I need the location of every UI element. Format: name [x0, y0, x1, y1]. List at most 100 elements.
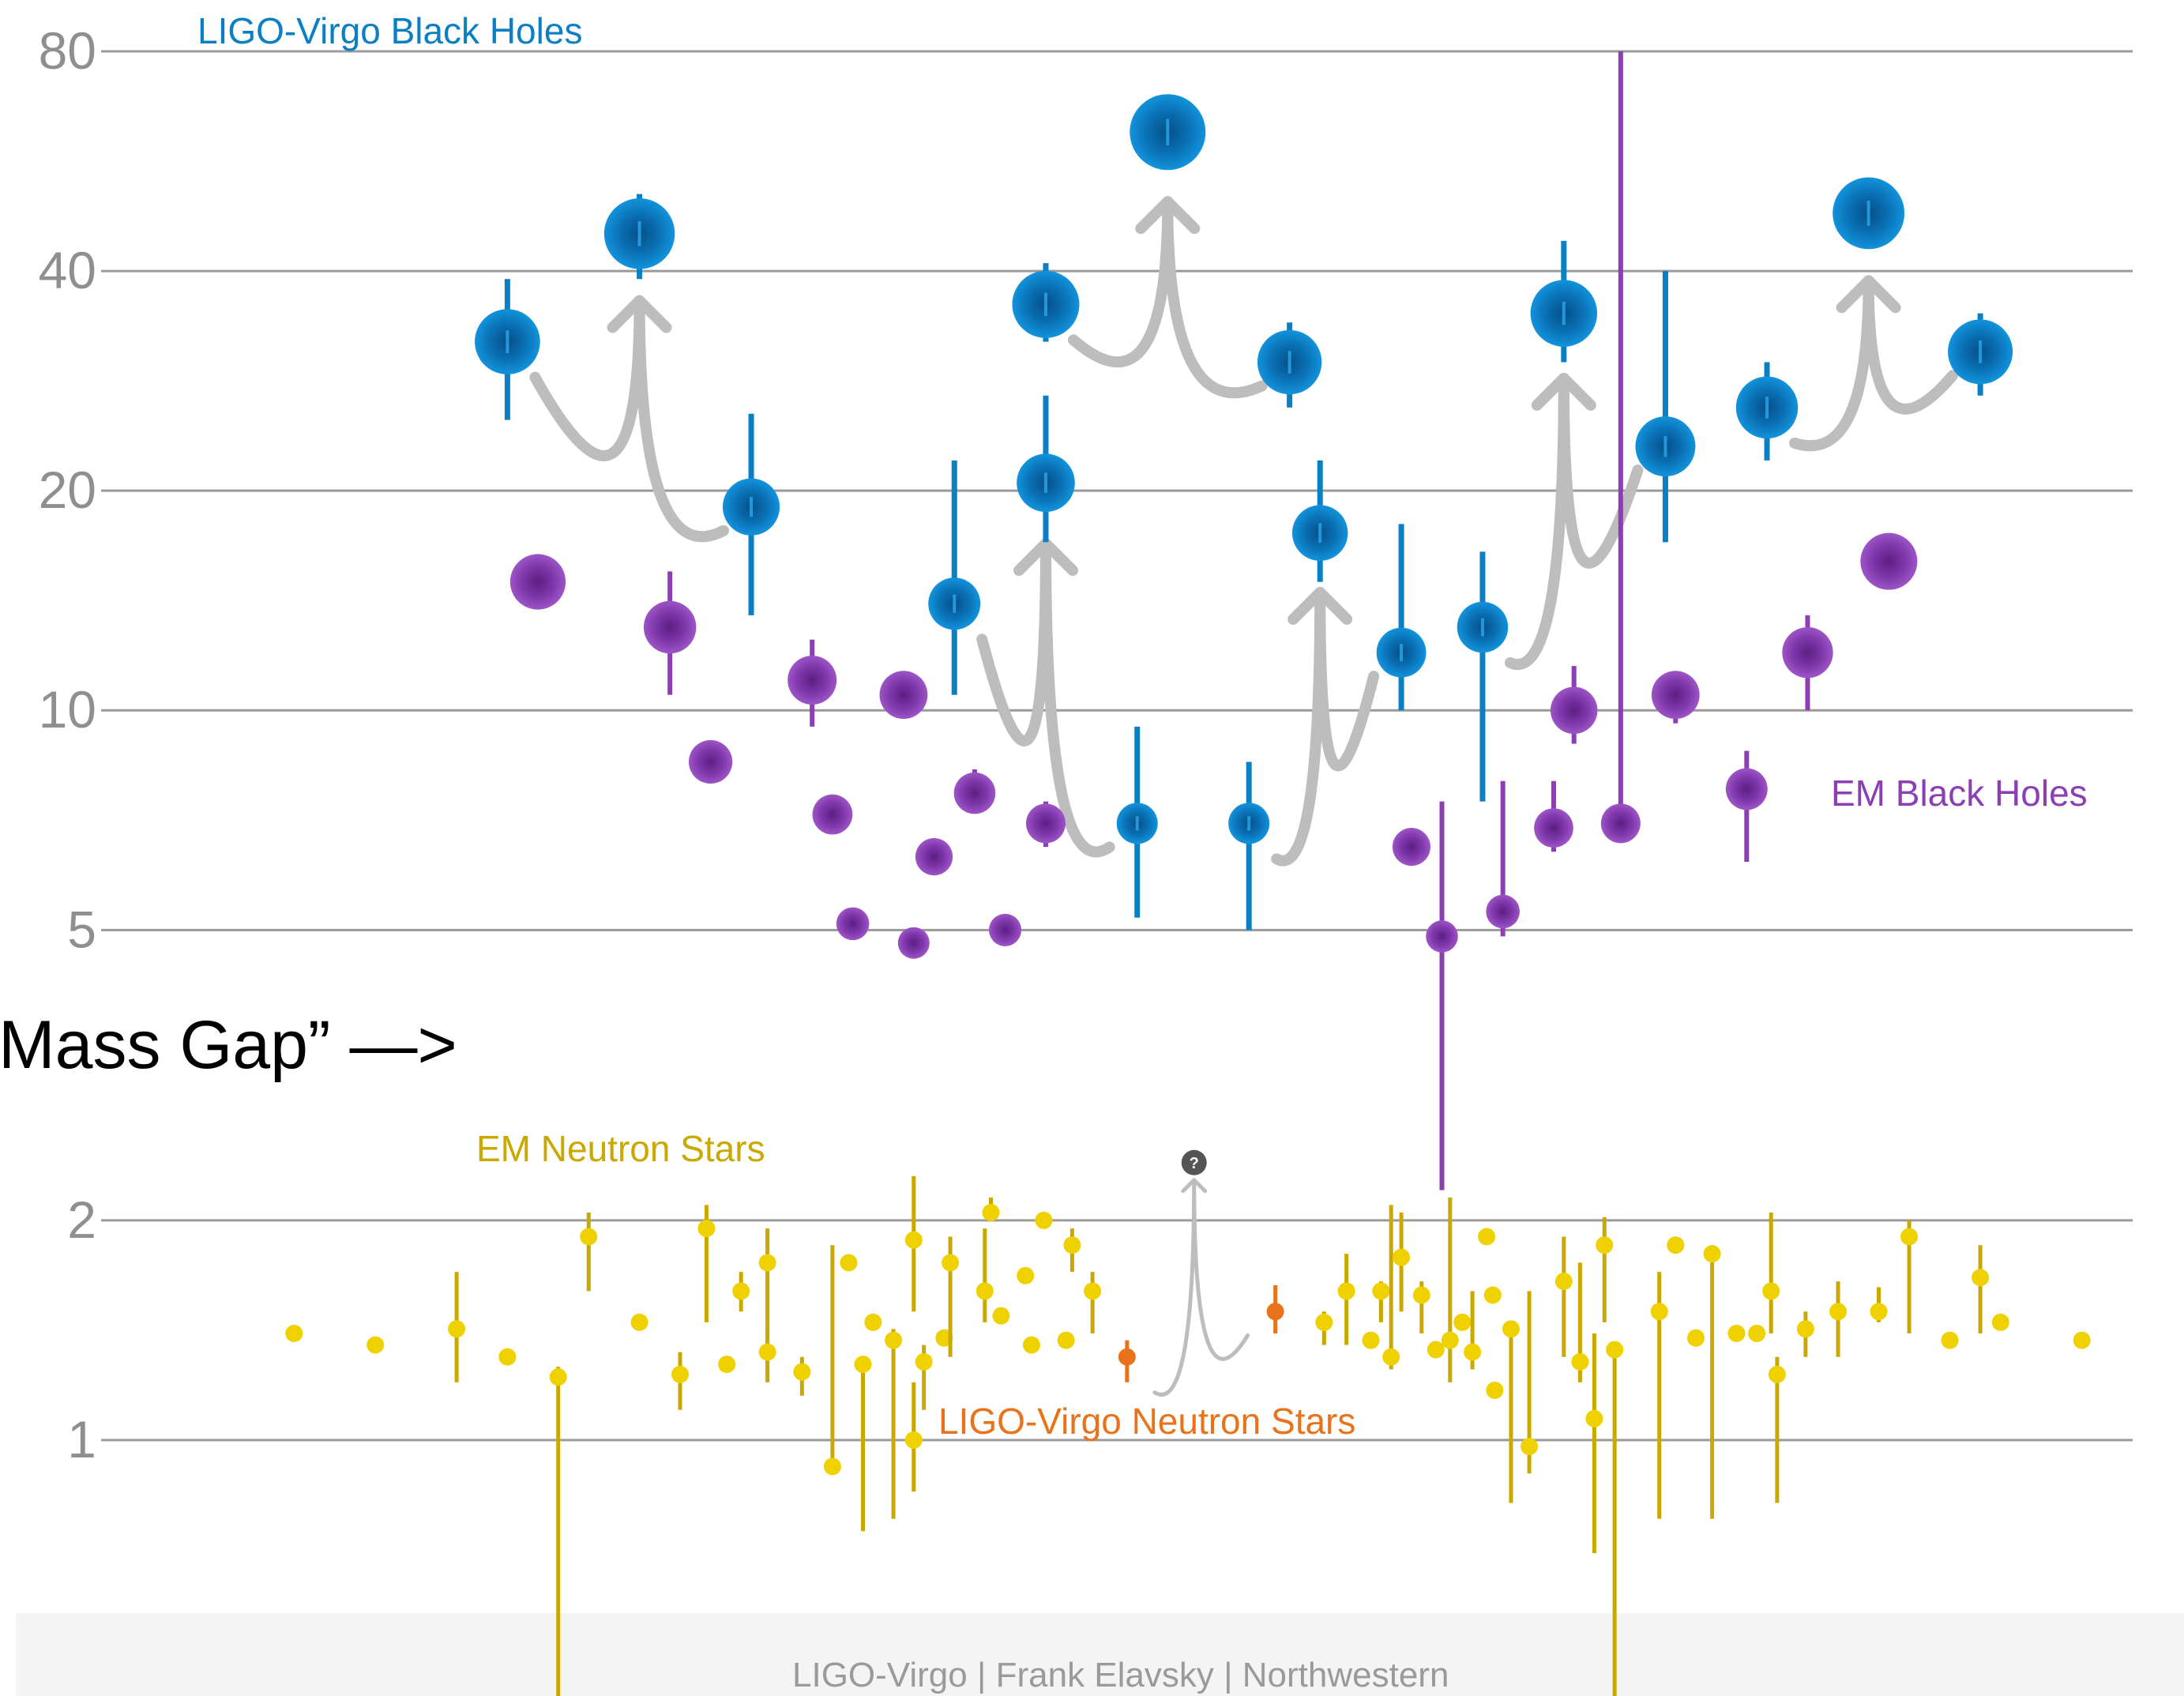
em-ns-point-18	[864, 1313, 882, 1331]
em-ns-point-11	[732, 1282, 750, 1300]
merger-arrowhead-1	[607, 295, 672, 333]
em-ns-point-13	[758, 1254, 776, 1272]
em-bh-point-17	[1550, 686, 1598, 734]
merger-arrow-6	[1789, 275, 1959, 452]
em-ns-point-70	[2073, 1331, 2091, 1349]
merger-arrow-4	[1271, 586, 1380, 867]
em-ns-point-19	[885, 1331, 903, 1349]
em-ns-point-28	[1017, 1266, 1035, 1284]
em-ns-point-14	[793, 1363, 811, 1381]
em-bh-point-8	[897, 927, 930, 959]
em-bh-point-11	[988, 913, 1022, 946]
em-ns-point-59	[1727, 1325, 1746, 1343]
em-ns-point-29	[1022, 1336, 1040, 1354]
em-ns-point-49	[1521, 1438, 1539, 1456]
em-ns-point-24	[942, 1254, 960, 1272]
unknown-remnant-question-mark: ?	[1190, 1155, 1199, 1172]
em-bh-point-4	[788, 655, 837, 705]
em-ns-point-25	[975, 1282, 994, 1300]
em-ns-point-9	[697, 1220, 716, 1238]
em-ns-point-17	[854, 1356, 872, 1374]
grid-layer: 1 2 5 10 20 40 80	[39, 21, 2133, 1468]
em-ns-point-21	[904, 1431, 923, 1449]
unknown-remnant-marker	[1181, 1149, 1207, 1175]
em-ns-point-38	[1382, 1348, 1400, 1366]
em-ns-point-27	[992, 1307, 1010, 1325]
footer-band	[16, 1613, 2184, 1696]
em-ns-point-37	[1372, 1282, 1390, 1300]
em-bh-point-5	[812, 794, 853, 835]
em-ns-point-10	[718, 1356, 736, 1374]
em-ns-point-65	[1870, 1303, 1888, 1321]
em-ns-point-2	[367, 1336, 385, 1354]
em-ns-point-34	[1315, 1313, 1333, 1331]
y-tick-label-40: 40	[39, 241, 96, 299]
y-tick-label-2: 2	[67, 1190, 96, 1249]
em-ns-point-15	[823, 1457, 841, 1476]
footer-credit: LIGO-Virgo | Frank Elavsky | Northwester…	[792, 1656, 1449, 1694]
em-ns-point-3	[448, 1320, 466, 1338]
ligo-ns-point-2	[1266, 1303, 1284, 1321]
y-tick-label-10: 10	[39, 680, 96, 739]
em-ns-point-40	[1412, 1286, 1430, 1304]
em-ns-point-62	[1768, 1365, 1786, 1383]
em-ns-point-7	[630, 1313, 648, 1331]
merger-arrow-7	[1152, 1178, 1250, 1397]
em-ns-point-45	[1478, 1228, 1496, 1246]
y-tick-label-20: 20	[39, 461, 96, 519]
em-bh-point-7	[879, 671, 928, 720]
em-ns-point-5	[549, 1368, 567, 1386]
em-ns-point-51	[1571, 1352, 1589, 1371]
em-ns-point-30	[1035, 1211, 1053, 1229]
em-bh-point-6	[836, 907, 870, 941]
em-ns-point-16	[840, 1254, 858, 1272]
em-ns-point-12	[758, 1343, 776, 1361]
em-ns-point-43	[1453, 1313, 1472, 1331]
em-ns-point-4	[498, 1348, 517, 1366]
merger-arrowhead-3	[1135, 196, 1201, 235]
merger-arrowhead-6	[1836, 275, 1901, 314]
y-tick-label-80: 80	[39, 21, 96, 80]
merger-arrow-1	[529, 295, 730, 543]
em-ns-point-67	[1941, 1331, 1959, 1349]
merger-arrowhead-4	[1287, 586, 1353, 625]
em-ns-point-32	[1063, 1236, 1081, 1254]
em-ns-point-22	[915, 1352, 933, 1371]
em-bh-point-3	[689, 739, 733, 784]
em-ns-point-55	[1650, 1303, 1668, 1321]
em-bh-point-16	[1534, 808, 1573, 848]
em-ns-point-44	[1464, 1343, 1482, 1361]
em-bh-point-22	[1860, 532, 1918, 590]
label-em-neutron-stars: EM Neutron Stars	[476, 1128, 765, 1169]
label-ligo-virgo-neutron-stars: LIGO-Virgo Neutron Stars	[938, 1401, 1355, 1442]
em-ns-point-63	[1796, 1320, 1814, 1338]
em-ns-point-39	[1393, 1248, 1411, 1266]
em-ns-point-47	[1486, 1382, 1504, 1400]
em-ns-point-53	[1596, 1236, 1614, 1254]
em-bh-point-18	[1600, 803, 1641, 844]
em-bh-point-2	[643, 600, 697, 654]
em-ns-point-50	[1554, 1273, 1573, 1291]
em-bh-point-13	[1392, 828, 1430, 867]
merger-arrowhead-5	[1531, 372, 1596, 411]
y-tick-label-1: 1	[67, 1410, 96, 1468]
data-points	[285, 51, 2091, 1696]
em-ns-point-20	[904, 1231, 923, 1249]
em-ns-point-54	[1606, 1341, 1624, 1359]
em-ns-point-46	[1483, 1286, 1502, 1304]
em-bh-point-10	[953, 772, 996, 814]
em-bh-point-15	[1486, 894, 1520, 929]
em-bh-point-19	[1651, 671, 1700, 720]
ligo-ns-point-1	[1118, 1348, 1136, 1366]
em-ns-point-6	[580, 1228, 598, 1246]
label-em-black-holes: EM Black Holes	[1831, 773, 2088, 814]
merger-arrows: ?	[529, 196, 1959, 1397]
em-bh-point-12	[1025, 803, 1066, 844]
merger-arrowhead-7	[1181, 1178, 1208, 1194]
em-bh-point-14	[1426, 920, 1458, 953]
y-tick-label-5: 5	[67, 900, 96, 958]
em-ns-point-58	[1703, 1245, 1721, 1263]
em-bh-point-20	[1725, 768, 1768, 810]
em-ns-point-48	[1502, 1320, 1520, 1338]
